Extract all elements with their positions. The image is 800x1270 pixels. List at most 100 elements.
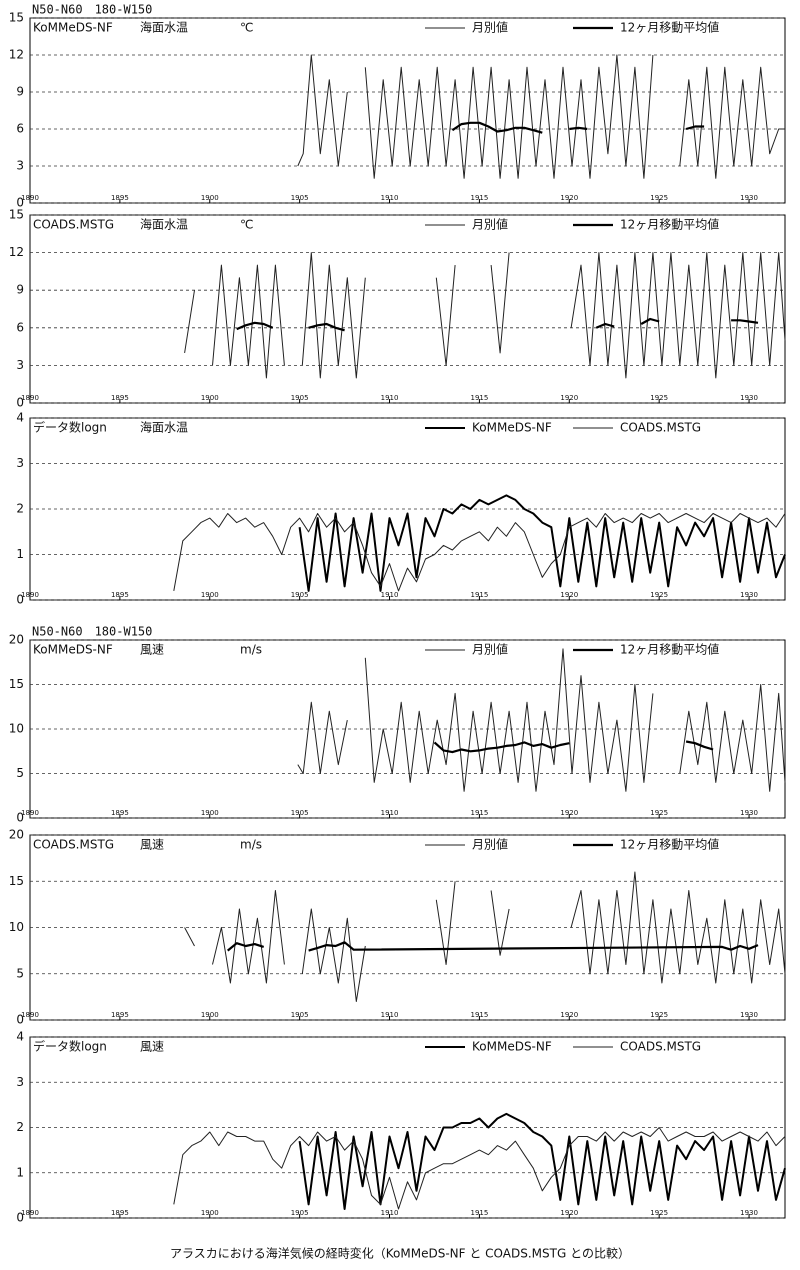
x-tick-label: 1925 (650, 1209, 668, 1217)
y-tick-label: 6 (16, 320, 24, 334)
x-tick-label: 1900 (201, 394, 219, 402)
legend-label: 月別値 (472, 837, 508, 852)
y-tick-label: 0 (16, 1211, 24, 1225)
x-tick-label: 1930 (740, 1209, 758, 1217)
y-tick-label: 12 (9, 48, 24, 62)
x-tick-label: 1895 (111, 394, 129, 402)
panel-source: データ数logn (33, 1039, 107, 1054)
y-tick-label: 2 (16, 1120, 24, 1134)
series-line (297, 54, 785, 179)
series-line (236, 317, 759, 332)
y-tick-label: 15 (9, 677, 24, 691)
series-line (227, 941, 759, 952)
y-tick-label: 3 (16, 456, 24, 470)
x-tick-label: 1900 (201, 1011, 219, 1019)
legend-label: 12ヶ月移動平均値 (620, 837, 719, 852)
x-tick-label: 1910 (381, 1209, 399, 1217)
series-line (433, 740, 714, 754)
x-tick-label: 1920 (560, 194, 578, 202)
y-tick-label: 0 (16, 196, 24, 210)
y-tick-label: 6 (16, 122, 24, 136)
series-line (173, 1127, 786, 1210)
y-tick-label: 9 (16, 283, 24, 297)
series-line (184, 871, 786, 1002)
panel-unit: ℃ (240, 21, 253, 35)
x-tick-label: 1905 (291, 194, 309, 202)
panel-variable: 風速 (140, 643, 164, 657)
y-tick-label: 0 (16, 396, 24, 410)
legend-label: 月別値 (472, 20, 508, 35)
y-tick-label: 20 (9, 633, 24, 647)
x-tick-label: 1905 (291, 1011, 309, 1019)
x-tick-label: 1930 (740, 809, 758, 817)
x-tick-label: 1910 (381, 809, 399, 817)
legend-label: KoMMeDS-NF (472, 1040, 552, 1054)
plot-frame (29, 639, 786, 819)
panel-unit: ℃ (240, 218, 253, 232)
plot-frame (29, 834, 786, 1021)
x-tick-label: 1895 (111, 1209, 129, 1217)
y-tick-label: 0 (16, 1013, 24, 1027)
caption: アラスカにおける海洋気候の経時変化（KoMMeDS-NF と COADS.MST… (170, 1246, 630, 1261)
x-tick-label: 1900 (201, 194, 219, 202)
y-tick-label: 3 (16, 159, 24, 173)
region-label: N50-N60 180-W150 (32, 3, 152, 17)
y-tick-label: 3 (16, 358, 24, 372)
y-tick-label: 2 (16, 502, 24, 516)
series-line (184, 252, 786, 379)
x-tick-label: 1925 (650, 194, 668, 202)
panel-unit: m/s (240, 643, 262, 657)
x-tick-label: 1915 (470, 1209, 488, 1217)
plot-frame (29, 1036, 786, 1219)
x-tick-label: 1925 (650, 394, 668, 402)
panel-source: COADS.MSTG (33, 218, 114, 232)
x-tick-label: 1925 (650, 591, 668, 599)
panel-variable: 海面水温 (140, 217, 188, 232)
y-tick-label: 5 (16, 966, 24, 980)
x-tick-label: 1920 (560, 1011, 578, 1019)
x-tick-label: 1910 (381, 591, 399, 599)
x-tick-label: 1920 (560, 591, 578, 599)
legend-label: 月別値 (472, 217, 508, 232)
x-tick-label: 1890 (21, 809, 39, 817)
y-tick-label: 4 (16, 411, 24, 425)
y-tick-label: 1 (16, 1165, 24, 1179)
panel-variable: 風速 (140, 1040, 164, 1054)
x-tick-label: 1915 (470, 194, 488, 202)
legend-label: 月別値 (472, 642, 508, 657)
plot-frame (29, 417, 786, 601)
x-tick-label: 1895 (111, 809, 129, 817)
x-tick-label: 1895 (111, 194, 129, 202)
x-tick-label: 1905 (291, 809, 309, 817)
x-tick-label: 1920 (560, 809, 578, 817)
x-tick-label: 1890 (21, 1209, 39, 1217)
y-tick-label: 20 (9, 828, 24, 842)
x-tick-label: 1925 (650, 809, 668, 817)
x-tick-label: 1900 (201, 809, 219, 817)
panel-variable: 海面水温 (140, 20, 188, 35)
region-label: N50-N60 180-W150 (32, 625, 152, 639)
x-tick-label: 1905 (291, 591, 309, 599)
legend-label: COADS.MSTG (620, 1040, 701, 1054)
x-tick-label: 1890 (21, 591, 39, 599)
y-tick-label: 1 (16, 547, 24, 561)
series-line (297, 648, 786, 792)
y-tick-label: 10 (9, 722, 24, 736)
x-tick-label: 1910 (381, 1011, 399, 1019)
y-tick-label: 15 (9, 874, 24, 888)
y-tick-label: 9 (16, 85, 24, 99)
legend-label: 12ヶ月移動平均値 (620, 642, 719, 657)
y-tick-label: 5 (16, 766, 24, 780)
panel-variable: 風速 (140, 838, 164, 852)
y-tick-label: 12 (9, 245, 24, 259)
series-line (451, 121, 705, 134)
y-tick-label: 4 (16, 1030, 24, 1044)
x-tick-label: 1930 (740, 194, 758, 202)
y-tick-label: 3 (16, 1075, 24, 1089)
series-line (298, 1112, 786, 1210)
x-tick-label: 1895 (111, 591, 129, 599)
y-tick-label: 15 (9, 11, 24, 25)
x-tick-label: 1920 (560, 1209, 578, 1217)
series-line (173, 513, 786, 592)
